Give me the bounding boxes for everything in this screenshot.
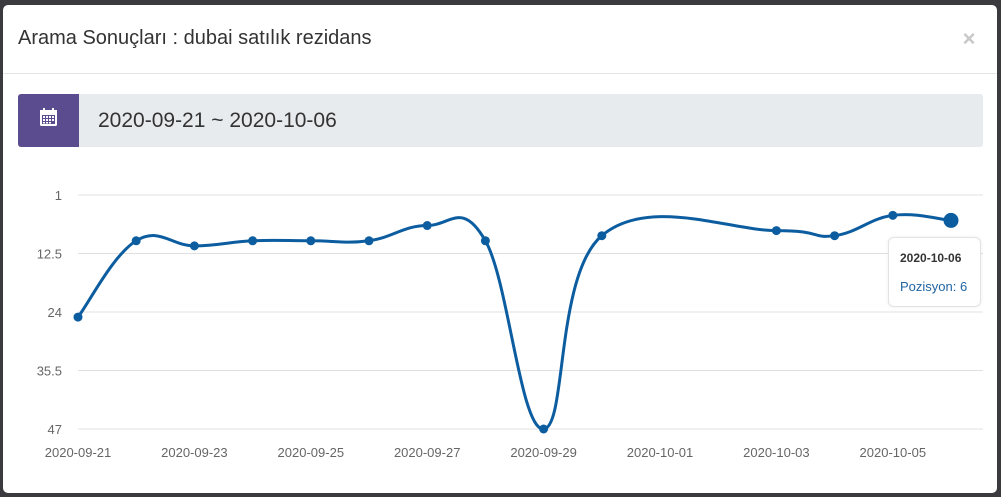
data-point[interactable] <box>73 312 83 322</box>
x-tick-label: 2020-09-23 <box>161 445 228 460</box>
x-tick-label: 2020-10-03 <box>743 445 810 460</box>
data-point[interactable] <box>830 231 840 241</box>
x-tick-label: 2020-09-25 <box>278 445 345 460</box>
x-tick-label: 2020-10-05 <box>860 445 927 460</box>
x-tick-label: 2020-09-21 <box>45 445 112 460</box>
y-tick-label: 24 <box>48 305 62 320</box>
data-point[interactable] <box>771 226 781 236</box>
y-tick-label: 12.5 <box>37 247 62 262</box>
highlighted-data-point[interactable] <box>943 212 959 228</box>
tooltip-label: Pozisyon <box>900 279 953 294</box>
date-range-input[interactable] <box>79 94 983 147</box>
y-tick-label: 1 <box>55 188 62 203</box>
modal-header: Arama Sonuçları : dubai satılık rezidans… <box>3 5 997 74</box>
position-line-chart: 1 12.5 24 35.5 47 2020-09-21 2020-09-23 2020-0… <box>37 188 983 460</box>
x-tick-label: 2020-09-27 <box>394 445 461 460</box>
data-point[interactable] <box>131 236 141 246</box>
tooltip-position: Pozisyon: 6 <box>900 279 968 294</box>
data-point[interactable] <box>422 221 432 231</box>
data-point[interactable] <box>888 210 898 220</box>
series-line <box>76 213 952 431</box>
y-tick-label: 47 <box>48 422 62 437</box>
data-point[interactable] <box>364 236 374 246</box>
chart-tooltip: 2020-10-06 Pozisyon: 6 <box>888 237 981 307</box>
modal-title: Arama Sonuçları : dubai satılık rezidans <box>18 27 372 49</box>
data-point[interactable] <box>597 231 607 241</box>
y-tick-label: 35.5 <box>37 364 62 379</box>
data-point[interactable] <box>539 424 549 434</box>
close-icon[interactable]: × <box>962 26 976 51</box>
date-range-picker[interactable] <box>18 94 983 147</box>
data-point[interactable] <box>306 236 316 246</box>
data-point[interactable] <box>248 236 258 246</box>
x-tick-label: 2020-09-29 <box>510 445 577 460</box>
calendar-icon <box>40 108 57 126</box>
data-point[interactable] <box>189 241 199 251</box>
tooltip-date: 2020-10-06 <box>900 251 962 265</box>
data-point[interactable] <box>480 236 490 246</box>
results-modal: Arama Sonuçları : dubai satılık rezidans… <box>3 5 997 493</box>
tooltip-value: 6 <box>959 279 968 294</box>
date-addon[interactable] <box>18 94 79 147</box>
x-tick-label: 2020-10-01 <box>627 445 694 460</box>
